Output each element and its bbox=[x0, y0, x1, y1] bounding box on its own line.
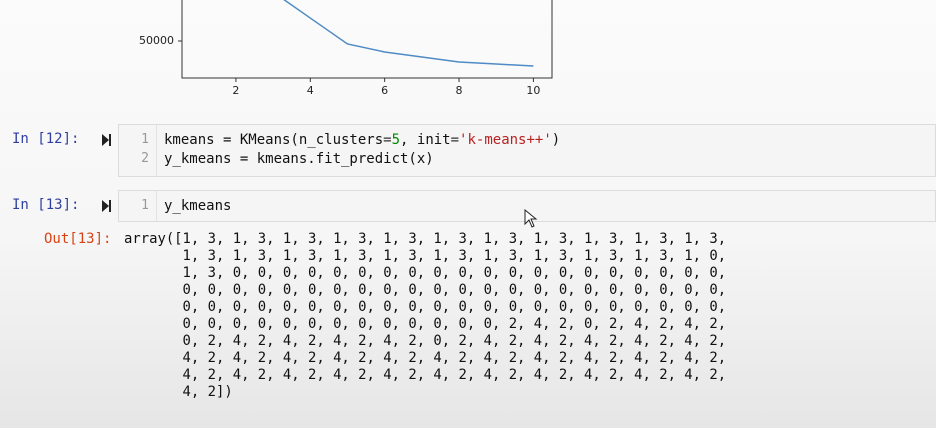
code-token: 'k-means++' bbox=[459, 132, 552, 148]
gutter bbox=[119, 125, 157, 176]
gutter bbox=[119, 191, 157, 221]
output-line: 0, 0, 0, 0, 0, 0, 0, 0, 0, 0, 0, 0, 0, 0… bbox=[124, 299, 727, 315]
output-line: 0, 0, 0, 0, 0, 0, 0, 0, 0, 0, 0, 0, 0, 2… bbox=[124, 316, 727, 332]
output-line: 0, 2, 4, 2, 4, 2, 4, 2, 4, 2, 0, 2, 4, 2… bbox=[124, 333, 727, 349]
cell-prompt: In [13]: bbox=[12, 197, 80, 213]
code-line: kmeans = KMeans(n_clusters=5, init='k-me… bbox=[164, 131, 560, 150]
x-tick-label: 6 bbox=[381, 84, 388, 97]
code-token: = bbox=[450, 132, 460, 148]
x-tick-label: 2 bbox=[232, 84, 239, 97]
cell-output: array([1, 3, 1, 3, 1, 3, 1, 3, 1, 3, 1, … bbox=[124, 231, 726, 401]
axes-frame bbox=[181, 0, 553, 79]
code-token: 5 bbox=[391, 132, 401, 148]
y-tick-label: 50000 bbox=[139, 34, 174, 47]
code-cell[interactable]: 1 2 kmeans = KMeans(n_clusters=5, init='… bbox=[118, 124, 936, 177]
code-token: , init bbox=[400, 132, 451, 148]
run-button[interactable] bbox=[100, 133, 112, 147]
code-token: ) bbox=[551, 132, 561, 148]
code-token: = bbox=[383, 132, 392, 148]
output-line: 4, 2, 4, 2, 4, 2, 4, 2, 4, 2, 4, 2, 4, 2… bbox=[124, 350, 727, 366]
output-line: 4, 2]) bbox=[124, 384, 233, 400]
code-token: y_kmeans = kmeans.fit_predict(x) bbox=[164, 151, 434, 167]
line-number: 1 bbox=[141, 198, 149, 213]
x-tick-label: 8 bbox=[456, 84, 463, 97]
output-line: 4, 2, 4, 2, 4, 2, 4, 2, 4, 2, 4, 2, 4, 2… bbox=[124, 367, 727, 383]
mouse-cursor bbox=[524, 209, 538, 228]
output-line: 1, 3, 1, 3, 1, 3, 1, 3, 1, 3, 1, 3, 1, 3… bbox=[124, 248, 727, 264]
y-tick-label: 100000 bbox=[132, 0, 174, 2]
x-tick-label: 10 bbox=[526, 84, 540, 97]
output-line: 0, 0, 0, 0, 0, 0, 0, 0, 0, 0, 0, 0, 0, 0… bbox=[124, 282, 727, 298]
elbow-plot: 2 4 6 8 10 50000 100000 bbox=[132, 0, 553, 97]
run-button[interactable] bbox=[100, 199, 112, 213]
line-number: 1 bbox=[141, 132, 149, 147]
plot-area bbox=[283, 0, 534, 67]
output-prompt: Out[13]: bbox=[44, 231, 112, 247]
line-number: 2 bbox=[141, 151, 149, 166]
code-line: y_kmeans bbox=[164, 197, 231, 216]
output-line: array([1, 3, 1, 3, 1, 3, 1, 3, 1, 3, 1, … bbox=[124, 231, 727, 247]
cell-prompt: In [12]: bbox=[12, 131, 80, 147]
data-line bbox=[283, 0, 534, 67]
code-token: kmeans = KMeans(n_clusters bbox=[164, 132, 384, 148]
code-token: y_kmeans bbox=[164, 198, 232, 214]
output-line: 1, 3, 0, 0, 0, 0, 0, 0, 0, 0, 0, 0, 0, 0… bbox=[124, 265, 727, 281]
code-line: y_kmeans = kmeans.fit_predict(x) bbox=[164, 150, 434, 169]
x-tick-label: 4 bbox=[307, 84, 314, 97]
